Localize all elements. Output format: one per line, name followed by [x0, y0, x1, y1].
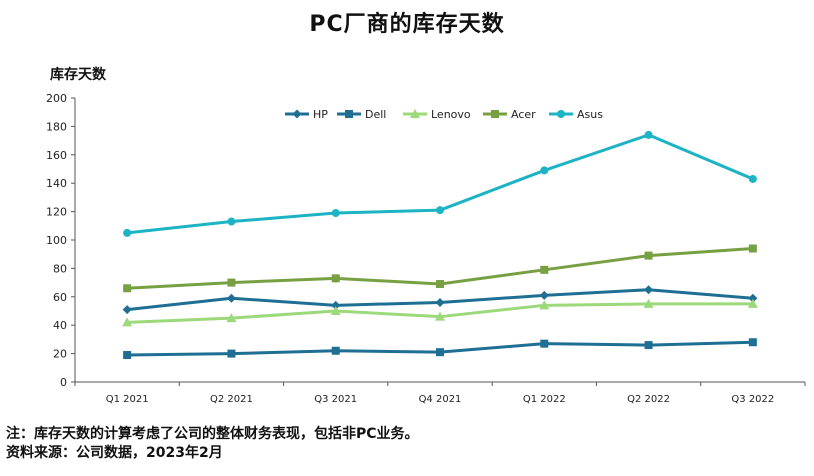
data-point-hp: [539, 290, 549, 300]
legend-label-asus: Asus: [577, 108, 603, 121]
legend-marker-dell: [345, 110, 353, 118]
x-tick-label: Q2 2022: [627, 394, 670, 405]
data-point-hp: [122, 305, 132, 315]
series-line-asus: [126, 133, 754, 235]
footnotes: 注：库存天数的计算考虑了公司的整体财务表现，包括非PC业务。 资料来源：公司数据…: [6, 425, 419, 463]
data-point-acer: [540, 265, 549, 274]
data-point-acer: [331, 274, 340, 283]
legend-marker-acer: [491, 110, 499, 118]
footnote-note: 注：库存天数的计算考虑了公司的整体财务表现，包括非PC业务。: [6, 426, 419, 442]
y-tick-label: 140: [46, 177, 67, 190]
data-point-hp: [331, 300, 341, 310]
y-axis-label: 库存天数: [50, 67, 106, 83]
data-point-dell: [123, 351, 132, 360]
legend-marker-asus: [557, 110, 565, 118]
data-point-asus: [540, 166, 549, 175]
data-point-hp: [748, 293, 758, 303]
legend-label-acer: Acer: [511, 108, 536, 121]
legend-marker-hp: [292, 109, 302, 119]
data-point-acer: [227, 278, 236, 287]
footnote-source: 资料来源：公司数据，2023年2月: [6, 445, 223, 461]
data-point-acer: [436, 280, 444, 289]
x-tick-label: Q4 2021: [419, 394, 462, 405]
data-point-hp: [435, 297, 445, 307]
y-tick-label: 180: [46, 120, 67, 133]
data-point-lenovo: [747, 298, 758, 308]
data-point-acer: [748, 244, 757, 253]
data-point-lenovo: [330, 306, 341, 315]
x-tick-label: Q2 2021: [210, 394, 253, 405]
y-tick-label: 60: [53, 291, 67, 304]
legend-label-hp: HP: [313, 108, 328, 121]
data-point-asus: [123, 228, 132, 237]
data-point-asus: [748, 174, 757, 183]
y-tick-label: 200: [46, 92, 67, 105]
data-point-dell: [436, 348, 444, 357]
data-point-asus: [227, 217, 236, 226]
data-point-lenovo: [122, 317, 133, 327]
y-tick-label: 160: [46, 149, 67, 162]
y-tick-label: 20: [53, 348, 67, 361]
data-point-asus: [331, 209, 340, 218]
x-tick-label: Q1 2021: [106, 394, 149, 405]
data-point-acer: [123, 284, 132, 293]
data-point-asus: [436, 206, 444, 215]
data-point-lenovo: [643, 298, 654, 308]
data-point-acer: [644, 251, 653, 260]
data-point-hp: [226, 293, 236, 303]
data-point-dell: [540, 339, 549, 348]
data-point-lenovo: [539, 300, 550, 310]
legend-marker-lenovo: [410, 109, 420, 118]
data-point-hp: [644, 285, 654, 295]
legend-label-lenovo: Lenovo: [431, 108, 471, 121]
data-point-lenovo: [435, 311, 445, 321]
y-tick-label: 0: [60, 376, 67, 389]
x-tick-label: Q3 2021: [314, 394, 357, 405]
data-point-dell: [331, 346, 340, 355]
y-tick-label: 120: [46, 206, 67, 219]
y-tick-label: 40: [53, 319, 67, 332]
data-point-lenovo: [226, 313, 237, 323]
data-point-dell: [227, 349, 236, 358]
data-point-dell: [748, 338, 757, 347]
legend-label-dell: Dell: [365, 108, 386, 121]
chart-title: PC厂商的库存天数: [309, 12, 505, 37]
y-tick-label: 100: [46, 234, 67, 247]
data-point-asus: [644, 130, 653, 139]
x-tick-label: Q3 2022: [731, 394, 774, 405]
x-tick-label: Q1 2022: [523, 394, 566, 405]
data-point-dell: [644, 341, 653, 350]
y-tick-label: 80: [53, 262, 67, 275]
